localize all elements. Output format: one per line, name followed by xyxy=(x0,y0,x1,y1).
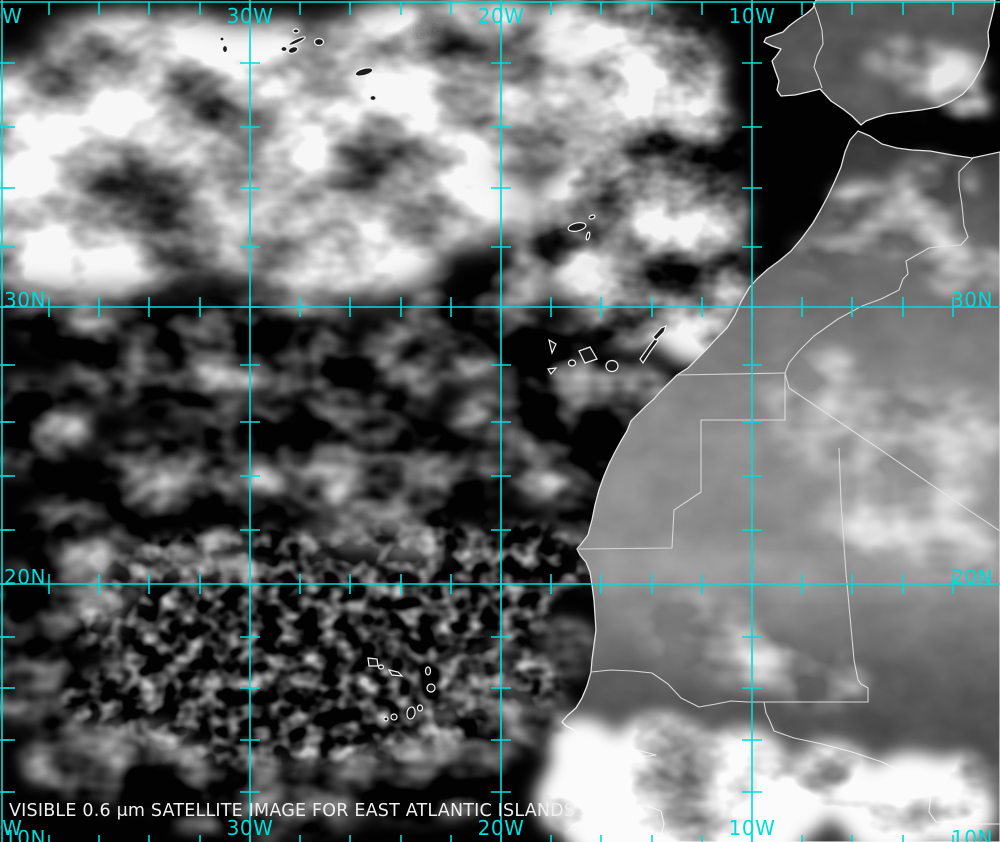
africa-landmass xyxy=(561,130,1000,842)
caption: VISIBLE 0.6 μm SATELLITE IMAGE FOR EAST … xyxy=(9,761,575,842)
cloud-layer-coastal-band xyxy=(537,0,754,365)
border-portugal-spain xyxy=(812,1,824,89)
cloud-layer-itcz xyxy=(535,714,996,842)
island-outlines xyxy=(219,28,667,722)
cloud-layer-land xyxy=(640,34,1000,708)
caption-product-line: VISIBLE 0.6 μm SATELLITE IMAGE FOR EAST … xyxy=(9,801,576,821)
cloud-layer-frontal-band xyxy=(0,0,610,300)
canary-islands xyxy=(547,324,667,376)
madeira-islands xyxy=(567,214,596,241)
border-morocco-algeria xyxy=(784,156,975,374)
azores-islands xyxy=(219,28,377,102)
capeverde-islands xyxy=(367,657,436,722)
border-senegal-mauritania xyxy=(590,669,764,708)
